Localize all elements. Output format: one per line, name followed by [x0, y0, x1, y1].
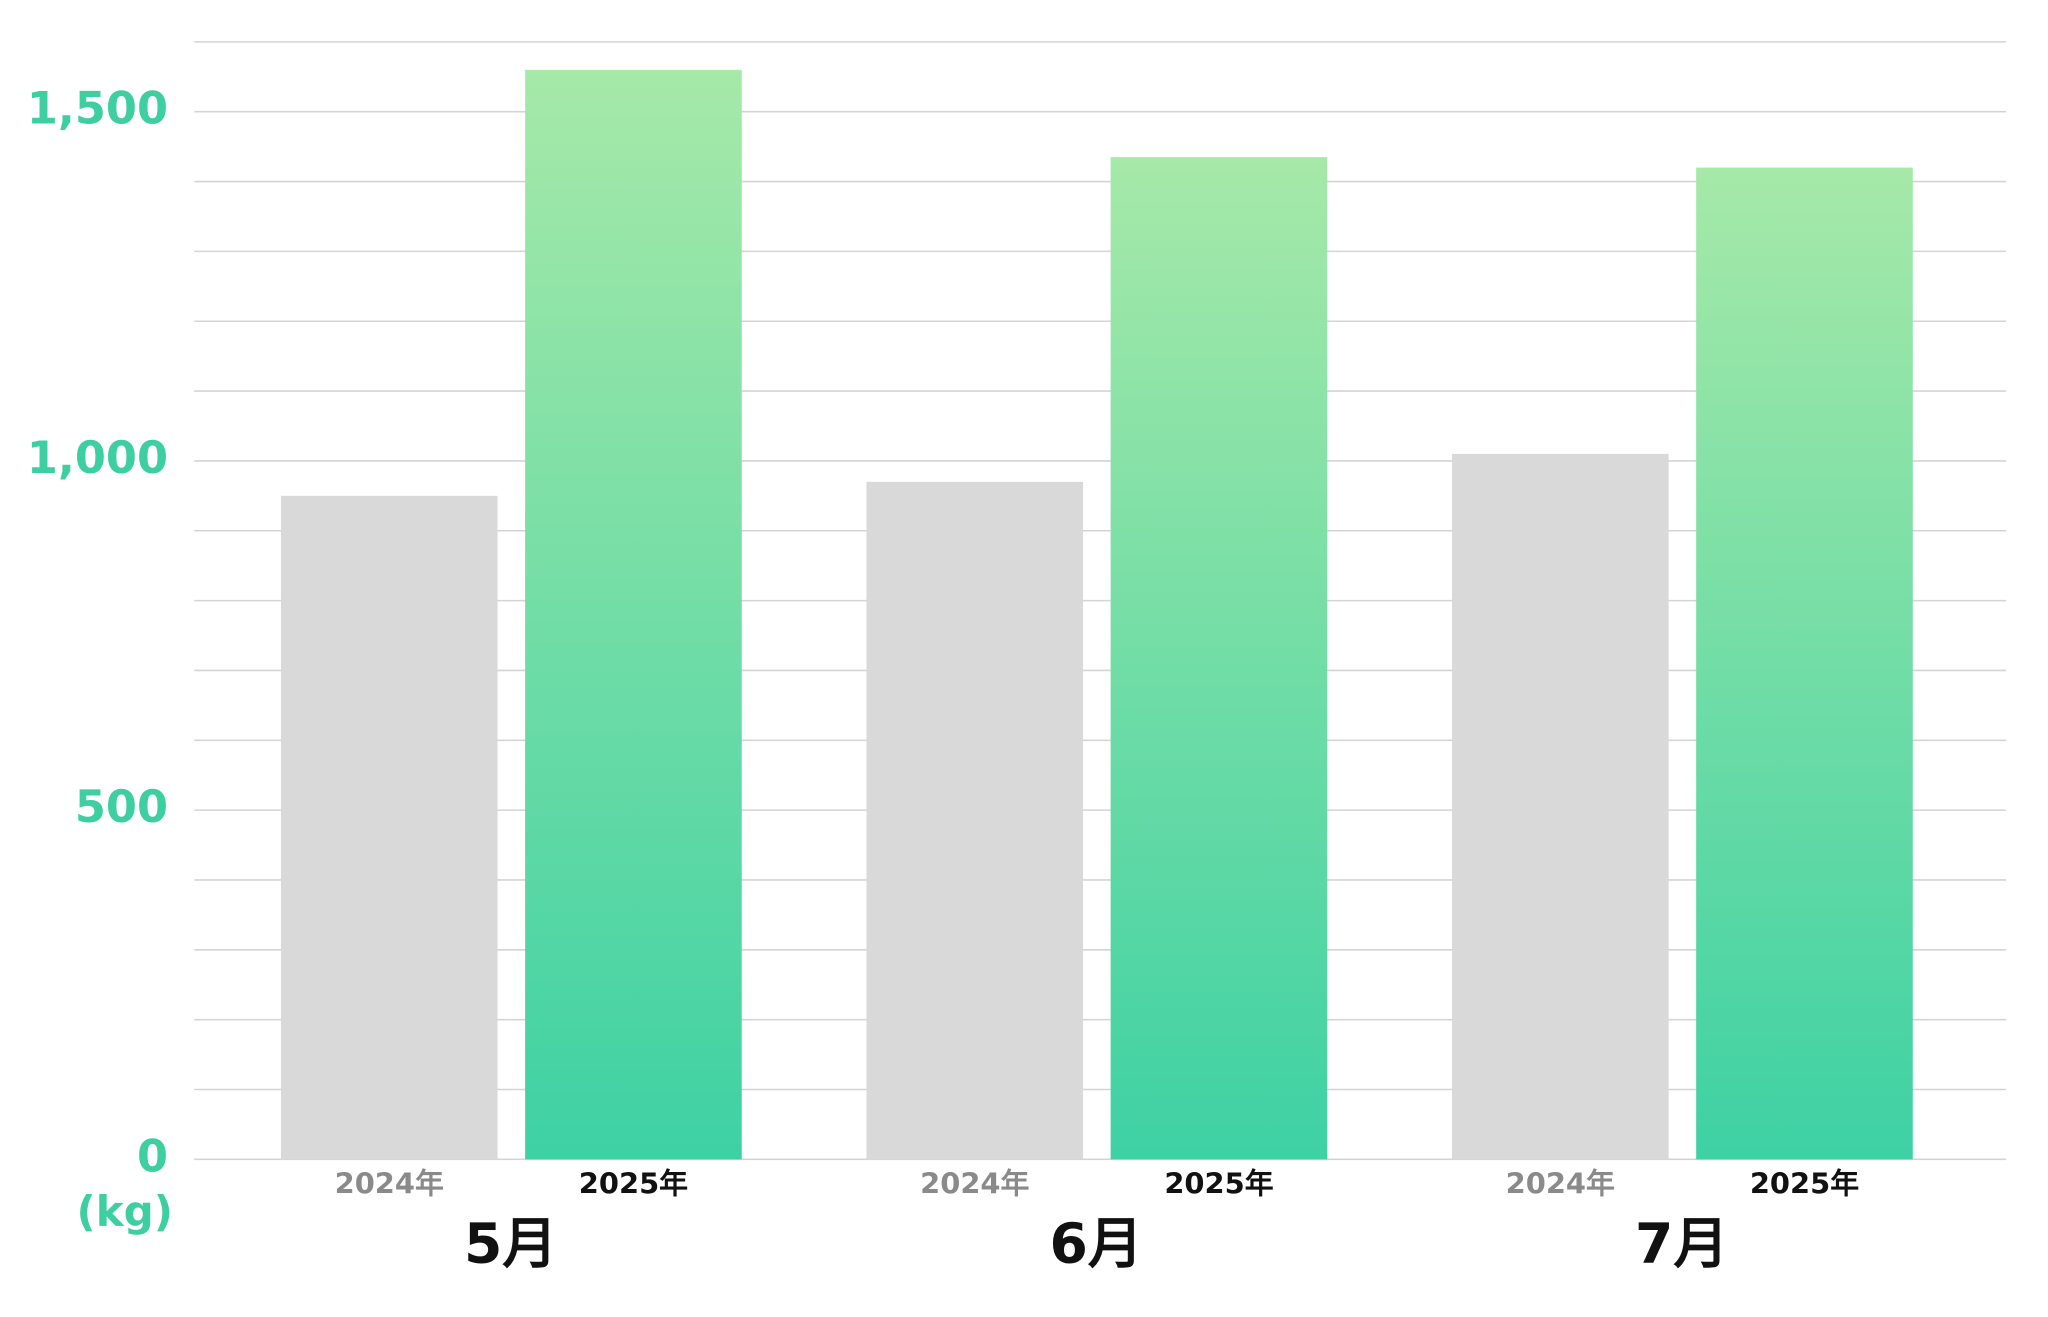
bar [280, 495, 498, 1160]
series-label: 2024年 [1506, 1167, 1615, 1201]
bar [1696, 167, 1913, 1160]
bar [1451, 453, 1669, 1160]
y-tick-label: 500 [75, 781, 168, 833]
bar [1110, 157, 1328, 1160]
bar [866, 481, 1084, 1160]
series-label: 2025年 [1750, 1167, 1859, 1201]
y-tick-label: 0 [137, 1130, 168, 1182]
series-label: 2024年 [920, 1167, 1029, 1201]
category-label: 6月 [1049, 1212, 1142, 1276]
series-label: 2025年 [1164, 1167, 1273, 1201]
series-label: 2024年 [335, 1167, 444, 1201]
y-tick-label: 1,000 [27, 432, 168, 484]
bar [525, 69, 742, 1160]
y-tick-label: 1,500 [27, 83, 168, 135]
category-label: 7月 [1635, 1212, 1728, 1276]
category-label: 5月 [464, 1212, 557, 1276]
y-axis-label: (kg) [77, 1187, 173, 1236]
series-label: 2025年 [579, 1167, 688, 1201]
